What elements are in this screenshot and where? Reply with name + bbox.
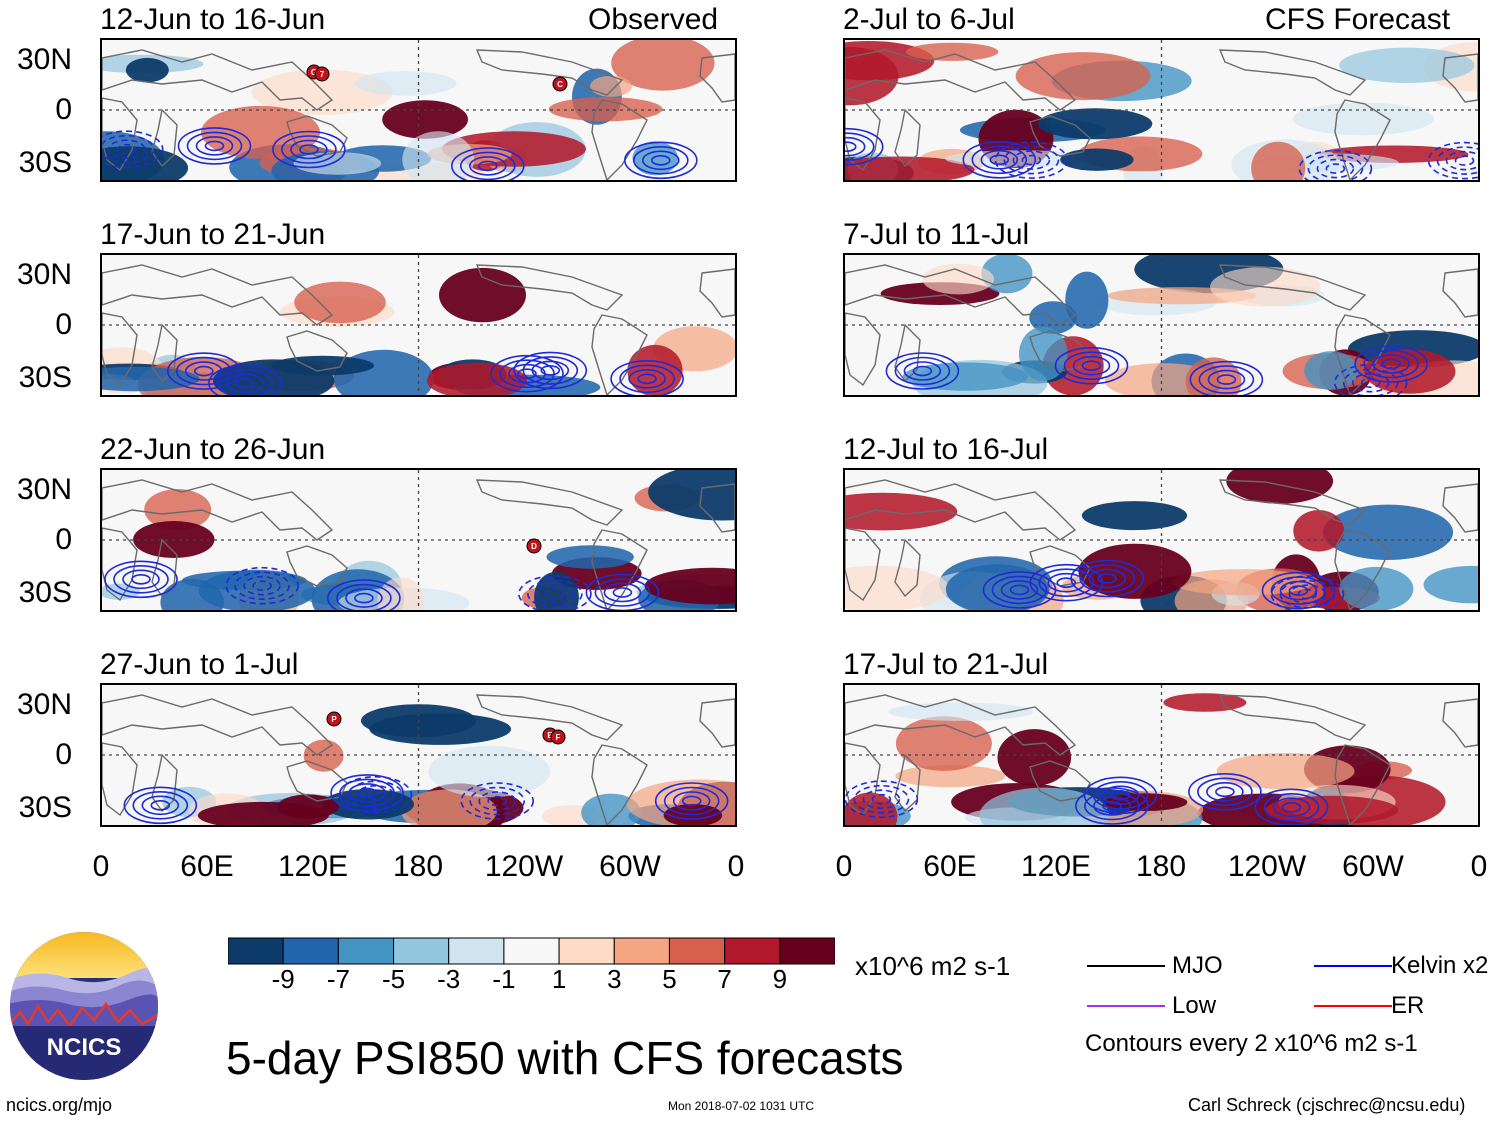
colorbar-swatch xyxy=(668,937,726,965)
lon-label: 0 xyxy=(727,850,745,883)
map-panel-7 xyxy=(843,468,1480,612)
colorbar-swatch xyxy=(228,937,284,965)
map-panel-3: D xyxy=(100,468,737,612)
storm-marker-label: G xyxy=(311,68,317,77)
lat-label-eq: 0 xyxy=(55,738,72,771)
colorbar-swatch xyxy=(393,937,450,965)
legend-label-mjo: MJO xyxy=(1172,952,1223,979)
panel-title-3: 22-Jun to 26-Jun xyxy=(100,433,326,466)
panel-title-2: 17-Jun to 21-Jun xyxy=(100,218,326,251)
colorbar xyxy=(228,937,835,965)
legend: MJO Kelvin x2 Low ER Contours every 2 x1… xyxy=(1085,948,1505,1058)
lon-label: 60E xyxy=(180,850,234,883)
storm-marker-icon xyxy=(550,729,566,745)
panel-title-1: 12-Jun to 16-Jun xyxy=(100,3,326,36)
colorbar-tick-label: -9 xyxy=(271,964,295,994)
map-panel-5 xyxy=(843,38,1480,182)
panel-title-8: 17-Jul to 21-Jul xyxy=(843,648,1049,681)
storm-marker-label: D xyxy=(531,542,537,551)
colorbar-swatch xyxy=(448,937,505,965)
figure-title: 5-day PSI850 with CFS forecasts xyxy=(226,1032,904,1084)
panel-title-7: 12-Jul to 16-Jul xyxy=(843,433,1049,466)
lon-label: 0 xyxy=(1470,850,1488,883)
colorbar-swatch xyxy=(337,937,395,965)
colorbar-tick-label: -3 xyxy=(437,964,461,994)
colorbar-swatch xyxy=(558,937,615,965)
colorbar-swatch xyxy=(779,937,835,965)
colorbar-tick-label: 9 xyxy=(772,964,788,994)
colorbar-tick-label: -1 xyxy=(492,964,516,994)
storm-marker-icon xyxy=(552,76,568,92)
panel-title-5: 2-Jul to 6-Jul xyxy=(843,3,1015,36)
colorbar-swatch xyxy=(613,937,670,965)
lon-label: 180 xyxy=(1135,850,1187,883)
panel-title-4: 27-Jun to 1-Jul xyxy=(100,648,299,681)
colorbar-tick-label: -7 xyxy=(326,964,350,994)
timestamp: Mon 2018-07-02 1031 UTC xyxy=(668,1099,815,1113)
storm-marker-label: C xyxy=(557,80,563,89)
storm-marker-label: 7 xyxy=(320,70,325,79)
colorbar-tick-label: -5 xyxy=(381,964,406,994)
lon-label: 60E xyxy=(923,850,977,883)
map-panel-8 xyxy=(843,683,1480,827)
panel-title-6: 7-Jul to 11-Jul xyxy=(843,218,1030,251)
lon-label: 120W xyxy=(484,850,564,883)
lat-label-30n: 30N xyxy=(16,43,72,76)
legend-label-kelvin: Kelvin x2 xyxy=(1391,952,1489,979)
lat-label-eq: 0 xyxy=(55,93,72,126)
lat-label-eq: 0 xyxy=(55,308,72,341)
colorbar-tick-label: 1 xyxy=(551,964,567,994)
author: Carl Schreck (cjschrec@ncsu.edu) xyxy=(1188,1095,1466,1115)
colorbar-swatch xyxy=(724,937,781,965)
colorbar-tick-label: 5 xyxy=(662,964,677,994)
lat-label-30n: 30N xyxy=(16,688,72,721)
lon-label: 120W xyxy=(1227,850,1307,883)
contour-note: Contours every 2 x10^6 m2 s-1 xyxy=(1085,1030,1418,1057)
lon-label: 120E xyxy=(1020,850,1092,883)
lat-label-30n: 30N xyxy=(16,258,72,291)
units-label: x10^6 m2 s-1 xyxy=(855,951,1011,981)
observed-label: Observed xyxy=(588,3,719,36)
ncics-logo[interactable]: NCICS xyxy=(8,930,160,1082)
cfs-forecast-label: CFS Forecast xyxy=(1265,3,1451,36)
lat-label-30n: 30N xyxy=(16,473,72,506)
map-panel-6 xyxy=(843,253,1480,397)
lon-label: 180 xyxy=(392,850,444,883)
lat-label-30s: 30S xyxy=(18,146,72,179)
site-link[interactable]: ncics.org/mjo xyxy=(6,1095,113,1115)
colorbar-swatch xyxy=(503,937,560,965)
lon-label: 120E xyxy=(277,850,349,883)
colorbar-tick-label: 7 xyxy=(717,964,732,994)
storm-marker-label: E xyxy=(547,731,553,740)
storm-marker-label: F xyxy=(556,733,561,742)
map-panel-2 xyxy=(100,253,737,397)
storm-marker-icon xyxy=(326,711,342,727)
lat-label-30s: 30S xyxy=(18,361,72,394)
colorbar-swatch xyxy=(282,937,339,965)
lat-label-eq: 0 xyxy=(55,523,72,556)
legend-label-low: Low xyxy=(1172,992,1217,1019)
storm-marker-icon xyxy=(526,538,542,554)
logo-text: NCICS xyxy=(47,1034,122,1061)
lat-label-30s: 30S xyxy=(18,791,72,824)
lon-label: 60W xyxy=(599,850,661,883)
storm-marker-icon xyxy=(314,66,330,82)
lat-label-30s: 30S xyxy=(18,576,72,609)
colorbar-tick-label: 3 xyxy=(607,964,622,994)
storm-marker-label: P xyxy=(331,715,337,724)
legend-label-er: ER xyxy=(1391,992,1425,1019)
lon-label: 0 xyxy=(92,850,110,883)
lon-label: 60W xyxy=(1342,850,1404,883)
lon-label: 0 xyxy=(835,850,853,883)
